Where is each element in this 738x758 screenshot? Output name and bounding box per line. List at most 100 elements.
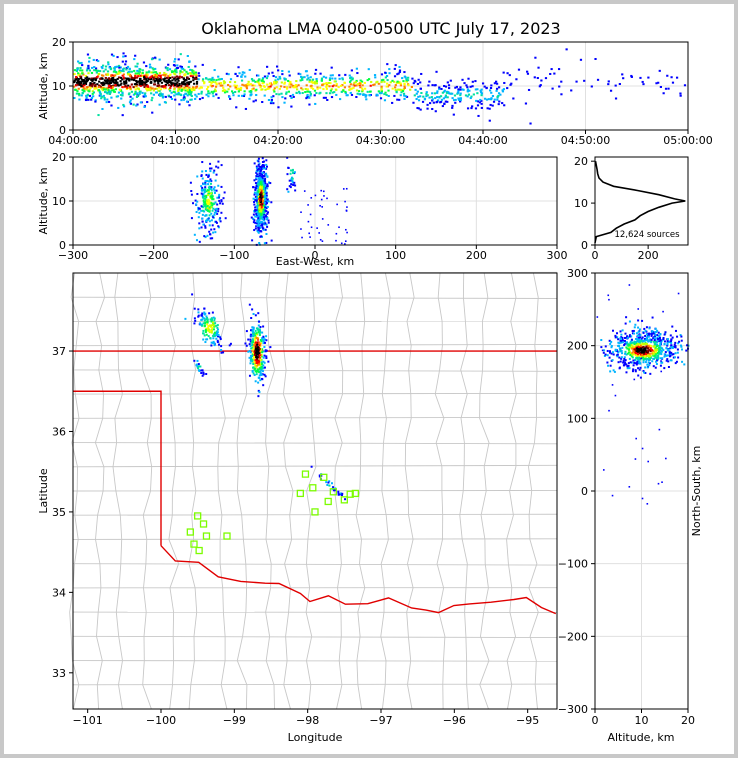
ew-source [201,161,204,164]
ns-source [637,354,640,357]
time-height-source [384,71,387,74]
time-height-source [428,96,431,99]
time-height-source [189,80,192,83]
plan-source [257,324,260,327]
plan-source [330,482,333,485]
plan-source [201,316,204,319]
time-height-source [372,83,375,86]
time-height-source [154,56,157,59]
time-height-source [391,101,394,104]
time-height-source [139,77,142,80]
ns-source [644,351,647,354]
ns-source [637,359,640,362]
ns-source [667,360,670,363]
plan-source [263,338,266,341]
time-height-source [241,94,244,97]
time-height-source [496,98,499,101]
ns-tick-label: 0 [581,485,588,498]
time-height-source [73,79,76,82]
longitude-tick-label: −100 [146,714,176,727]
ns-source [642,361,645,364]
lma-station-marker [194,512,202,520]
ew-tick-label: −200 [139,249,169,262]
ns-sparse-source [646,503,649,505]
time-height-source [93,87,96,90]
time-height-source [80,94,83,97]
ns-source [616,336,619,339]
time-height-source [299,75,303,78]
time-height-sources [73,48,687,125]
time-height-source [112,89,115,92]
time-height-source [291,84,294,87]
time-height-source [284,78,287,81]
time-height-source [114,88,118,91]
ew-source [211,209,214,212]
plan-source [222,351,225,354]
ew-source [261,160,264,163]
ew-source [254,199,257,202]
ew-source [214,231,217,234]
ew-source [263,207,266,210]
time-height-source [301,76,304,79]
time-height-source [434,110,437,113]
ns-source [627,362,630,365]
ns-source [658,346,661,349]
plan-source [215,334,218,337]
ns-source [623,339,626,342]
time-height-source [380,85,383,88]
plan-source [201,312,204,315]
ns-source [637,326,640,329]
plan-source [310,465,313,468]
plan-source [206,317,209,320]
county-boundary [72,392,558,395]
ns-source [634,354,637,357]
time-height-source [273,87,276,90]
lma-station-marker [309,484,317,492]
time-height-source [459,97,462,100]
plan-source [200,314,203,317]
time-height-source [440,100,443,103]
time-height-source [108,85,111,88]
time-height-source [259,86,262,89]
time-height-source [320,77,324,80]
time-height-source [290,83,293,86]
time-height-source [270,96,273,99]
ew-source [267,221,270,224]
ns-source [639,353,642,356]
ew-source [260,200,263,203]
time-height-source [558,85,561,88]
ns-source [633,347,636,350]
ns-source [641,354,644,357]
ew-source [288,179,291,182]
ns-source [635,357,638,360]
plan-source [206,323,209,326]
time-height-source [80,78,83,81]
time-height-source [106,78,109,81]
ns-tick-label: −200 [558,630,588,643]
ew-source [205,190,208,193]
time-height-source [647,76,650,79]
time-height-source [160,94,163,97]
plan-source [251,326,254,329]
time-height-source [292,95,295,98]
ew-source [213,202,216,205]
time-height-source [114,74,117,77]
ns-source [632,359,635,362]
ns-source [611,351,614,354]
plan-source [269,346,272,349]
time-height-source [102,81,105,84]
plan-source [211,318,214,321]
ns-source [652,332,655,335]
plan-source [260,361,263,364]
time-height-source [326,98,329,101]
time-height-source [127,72,130,75]
ew-source [204,188,207,191]
ns-tick-label: 100 [567,412,588,425]
ew-source [255,199,258,202]
ew-source [251,239,254,242]
time-height-source [396,80,399,83]
time-height-source [457,89,460,92]
ew-sparse-source [300,211,302,214]
time-height-source [287,90,290,93]
time-height-source [466,86,469,89]
